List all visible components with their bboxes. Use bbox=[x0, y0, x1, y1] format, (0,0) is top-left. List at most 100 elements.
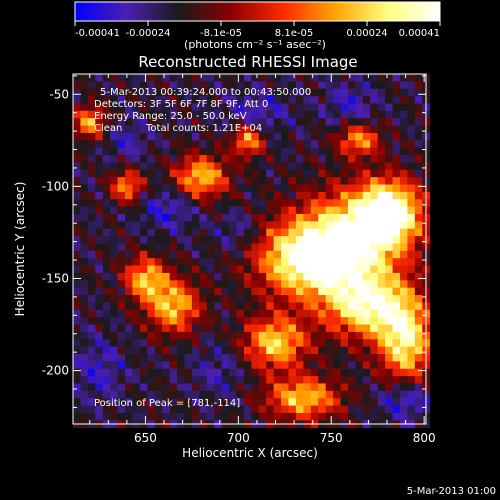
heatmap-cell bbox=[370, 354, 379, 362]
heatmap-cell bbox=[139, 74, 148, 82]
heatmap-cell bbox=[251, 368, 260, 377]
heatmap-cell bbox=[325, 199, 334, 208]
heatmap-cell bbox=[370, 81, 379, 90]
heatmap-cell bbox=[125, 354, 133, 362]
heatmap-cell bbox=[310, 177, 319, 185]
heatmap-cell bbox=[251, 317, 260, 325]
heatmap-cell bbox=[295, 265, 304, 274]
colorbar-tick-label: -0.00041 bbox=[75, 28, 120, 39]
heatmap-cell bbox=[243, 214, 252, 222]
heatmap-cell bbox=[147, 390, 156, 399]
heatmap-cell bbox=[318, 354, 327, 362]
heatmap-cell bbox=[191, 155, 200, 163]
heatmap-cell bbox=[251, 103, 260, 112]
heatmap-cell bbox=[229, 169, 237, 178]
heatmap-cell bbox=[80, 272, 89, 281]
heatmap-cell bbox=[102, 295, 111, 303]
heatmap-cell bbox=[333, 309, 341, 318]
heatmap-cell bbox=[132, 236, 141, 244]
heatmap-cell bbox=[370, 147, 379, 156]
heatmap-cell bbox=[362, 177, 371, 185]
heatmap-cell bbox=[318, 265, 327, 274]
heatmap-cell bbox=[303, 96, 312, 104]
heatmap-cell bbox=[177, 361, 185, 370]
heatmap-cell bbox=[87, 250, 96, 259]
heatmap-cell bbox=[236, 88, 245, 97]
heatmap-cell bbox=[214, 309, 223, 318]
heatmap-cell bbox=[318, 331, 327, 340]
heatmap-cell bbox=[87, 191, 96, 200]
heatmap-cell bbox=[295, 103, 304, 112]
heatmap-cell bbox=[87, 140, 96, 149]
heatmap-cell bbox=[236, 96, 245, 104]
heatmap-cell bbox=[333, 339, 341, 348]
heatmap-cell bbox=[214, 96, 223, 104]
heatmap-cell bbox=[414, 339, 423, 348]
heatmap-cell bbox=[414, 103, 423, 112]
heatmap-cell bbox=[251, 199, 260, 208]
heatmap-cell bbox=[191, 103, 200, 112]
heatmap-cell bbox=[303, 295, 312, 303]
heatmap-cell bbox=[236, 412, 245, 421]
heatmap-cell bbox=[325, 206, 334, 215]
heatmap-cell bbox=[236, 132, 245, 141]
heatmap-cell bbox=[303, 354, 312, 362]
heatmap-cell bbox=[355, 346, 364, 355]
heatmap-cell bbox=[177, 339, 185, 348]
heatmap-cell bbox=[295, 81, 304, 90]
heatmap-cell bbox=[370, 118, 379, 126]
heatmap-cell bbox=[169, 346, 178, 355]
heatmap-cell bbox=[154, 287, 163, 296]
heatmap-cell bbox=[243, 331, 252, 340]
heatmap-cell bbox=[303, 309, 312, 318]
heatmap-cell bbox=[258, 398, 267, 406]
heatmap-cell bbox=[385, 206, 393, 215]
heatmap-cell bbox=[199, 295, 208, 303]
heatmap-cell bbox=[295, 258, 304, 266]
heatmap-cell bbox=[273, 221, 282, 230]
heatmap-cell bbox=[117, 140, 126, 149]
heatmap-cell bbox=[355, 376, 364, 384]
heatmap-cell bbox=[310, 405, 319, 414]
heatmap-cell bbox=[295, 398, 304, 406]
heatmap-cell bbox=[303, 236, 312, 244]
heatmap-cell bbox=[162, 155, 171, 163]
heatmap-cell bbox=[87, 221, 96, 230]
heatmap-cell bbox=[102, 354, 111, 362]
heatmap-cell bbox=[318, 214, 327, 222]
heatmap-cell bbox=[184, 206, 193, 215]
heatmap-cell bbox=[318, 147, 327, 156]
heatmap-cell bbox=[258, 191, 267, 200]
heatmap-cell bbox=[370, 390, 379, 399]
heatmap-cell bbox=[370, 177, 379, 185]
heatmap-cell bbox=[243, 96, 252, 104]
heatmap-cell bbox=[214, 361, 223, 370]
heatmap-cell bbox=[288, 177, 297, 185]
heatmap-cell bbox=[243, 74, 252, 82]
heatmap-cell bbox=[414, 96, 423, 104]
heatmap-cell bbox=[303, 383, 312, 392]
heatmap-cell bbox=[110, 295, 118, 303]
heatmap-cell bbox=[229, 398, 237, 406]
heatmap-cell bbox=[236, 74, 245, 82]
heatmap-cell bbox=[154, 199, 163, 208]
heatmap-cell bbox=[288, 191, 297, 200]
heatmap-cell bbox=[162, 376, 171, 384]
heatmap-cell bbox=[295, 309, 304, 318]
heatmap-cell bbox=[177, 354, 185, 362]
heatmap-cell bbox=[362, 214, 371, 222]
heatmap-cell bbox=[355, 302, 364, 311]
heatmap-cell bbox=[355, 125, 364, 134]
heatmap-cell bbox=[362, 184, 371, 193]
heatmap-cell bbox=[273, 272, 282, 281]
heatmap-cell bbox=[206, 383, 215, 392]
heatmap-cell bbox=[229, 287, 237, 296]
heatmap-cell bbox=[266, 324, 275, 333]
heatmap-cell bbox=[191, 118, 200, 126]
heatmap-cell bbox=[310, 265, 319, 274]
heatmap-cell bbox=[310, 250, 319, 259]
heatmap-cell bbox=[340, 125, 349, 134]
heatmap-cell bbox=[87, 376, 96, 384]
y-tick-label: -150 bbox=[42, 271, 69, 285]
heatmap-cell bbox=[117, 280, 126, 289]
